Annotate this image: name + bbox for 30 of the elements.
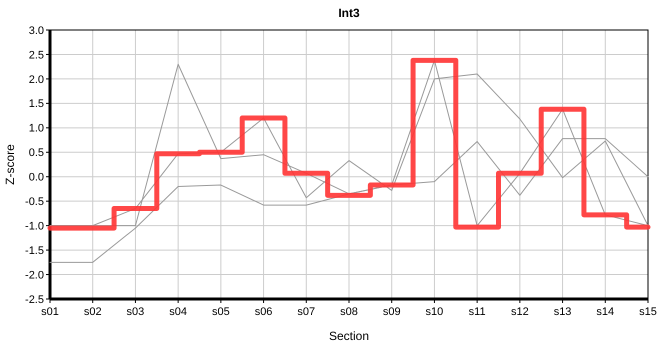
x-tick-label: s05 [212, 306, 230, 318]
y-tick-label: 0.0 [28, 172, 44, 184]
y-tick-label: 0.5 [28, 147, 44, 160]
y-tick-label: -1.5 [25, 244, 44, 257]
y-tick-label: 1.5 [28, 98, 44, 110]
y-tick-label: -2.0 [25, 269, 44, 282]
y-tick-label: -2.5 [25, 294, 44, 306]
x-tick-label: s09 [382, 306, 401, 318]
y-tick-label: 1.0 [28, 122, 44, 135]
x-tick-label: s10 [426, 306, 444, 318]
chart-title: Int3 [338, 6, 360, 20]
y-axis-title: Z-score [3, 144, 17, 185]
x-axis-title: Section [328, 329, 370, 343]
x-tick-label: s14 [596, 306, 614, 318]
y-tick-label: -1.0 [25, 220, 44, 232]
x-tick-label: s08 [340, 306, 358, 318]
y-tick-label: 2.0 [28, 74, 44, 86]
y-tick-label: -0.5 [25, 196, 44, 208]
x-tick-label: s15 [639, 306, 657, 318]
x-tick-label: s06 [254, 306, 272, 318]
x-tick-label: s01 [41, 306, 59, 318]
y-tick-label: 3.0 [28, 24, 44, 37]
x-tick-label: s13 [554, 306, 572, 318]
x-tick-label: s12 [510, 306, 529, 318]
y-tick-label: 2.5 [28, 49, 44, 62]
x-tick-label: s11 [468, 306, 486, 318]
x-tick-label: s04 [169, 306, 188, 318]
x-tick-label: s07 [297, 306, 316, 318]
x-tick-label: s02 [84, 306, 102, 318]
x-tick-label: s03 [126, 306, 144, 318]
